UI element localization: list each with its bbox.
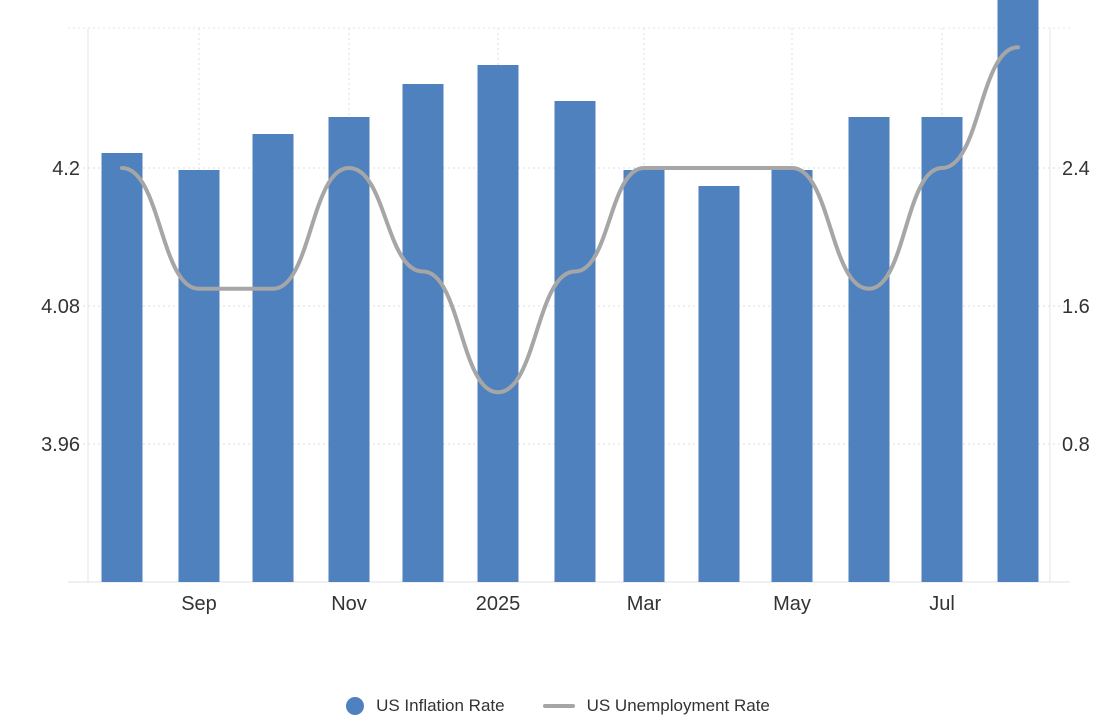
inflation-bar <box>402 84 444 582</box>
unemployment-line-layer <box>120 45 1020 395</box>
x-tick-label: Nov <box>331 593 367 615</box>
chart-legend: US Inflation Rate US Unemployment Rate <box>0 690 1116 722</box>
x-tick-label: 2025 <box>476 593 521 615</box>
inflation-bar <box>997 0 1039 582</box>
inflation-bar <box>477 65 519 582</box>
x-tick-label: Sep <box>181 593 217 615</box>
y-left-tick-label: 4.08 <box>41 296 80 318</box>
legend-line-icon <box>542 704 575 708</box>
inflation-bar <box>178 170 220 582</box>
inflation-bar <box>848 117 890 582</box>
unemployment-line <box>120 45 1020 395</box>
inflation-bar <box>623 170 665 582</box>
inflation-bars <box>101 0 1039 582</box>
y-left-tick-label: 4.2 <box>52 158 80 180</box>
legend-dot-icon <box>346 697 365 715</box>
legend-label-inflation: US Inflation Rate <box>376 696 505 715</box>
inflation-bar <box>252 134 294 582</box>
y-left-tick-label: 3.96 <box>41 434 80 456</box>
legend-item-inflation[interactable]: US Inflation Rate <box>346 696 505 716</box>
x-tick-label: May <box>773 593 811 615</box>
axis-labels: 3.96 4.08 4.2 0.8 1.6 2.4 Sep Nov 2025 Mar May Jul <box>41 158 1090 615</box>
y-right-tick-label: 1.6 <box>1062 296 1090 318</box>
inflation-bar <box>101 153 143 582</box>
x-tick-label: Jul <box>929 593 955 615</box>
inflation-bar <box>771 170 813 582</box>
inflation-bar <box>698 186 740 582</box>
inflation-bar <box>328 117 370 582</box>
chart-plot: 3.96 4.08 4.2 0.8 1.6 2.4 Sep Nov 2025 Mar May Jul <box>41 0 1090 615</box>
y-right-tick-label: 2.4 <box>1062 158 1090 180</box>
y-right-tick-label: 0.8 <box>1062 434 1090 456</box>
inflation-bar <box>554 101 596 582</box>
x-tick-label: Mar <box>627 593 662 615</box>
legend-label-unemployment: US Unemployment Rate <box>586 696 770 715</box>
legend-item-unemployment[interactable]: US Unemployment Rate <box>542 696 770 716</box>
inflation-bar <box>921 117 963 582</box>
